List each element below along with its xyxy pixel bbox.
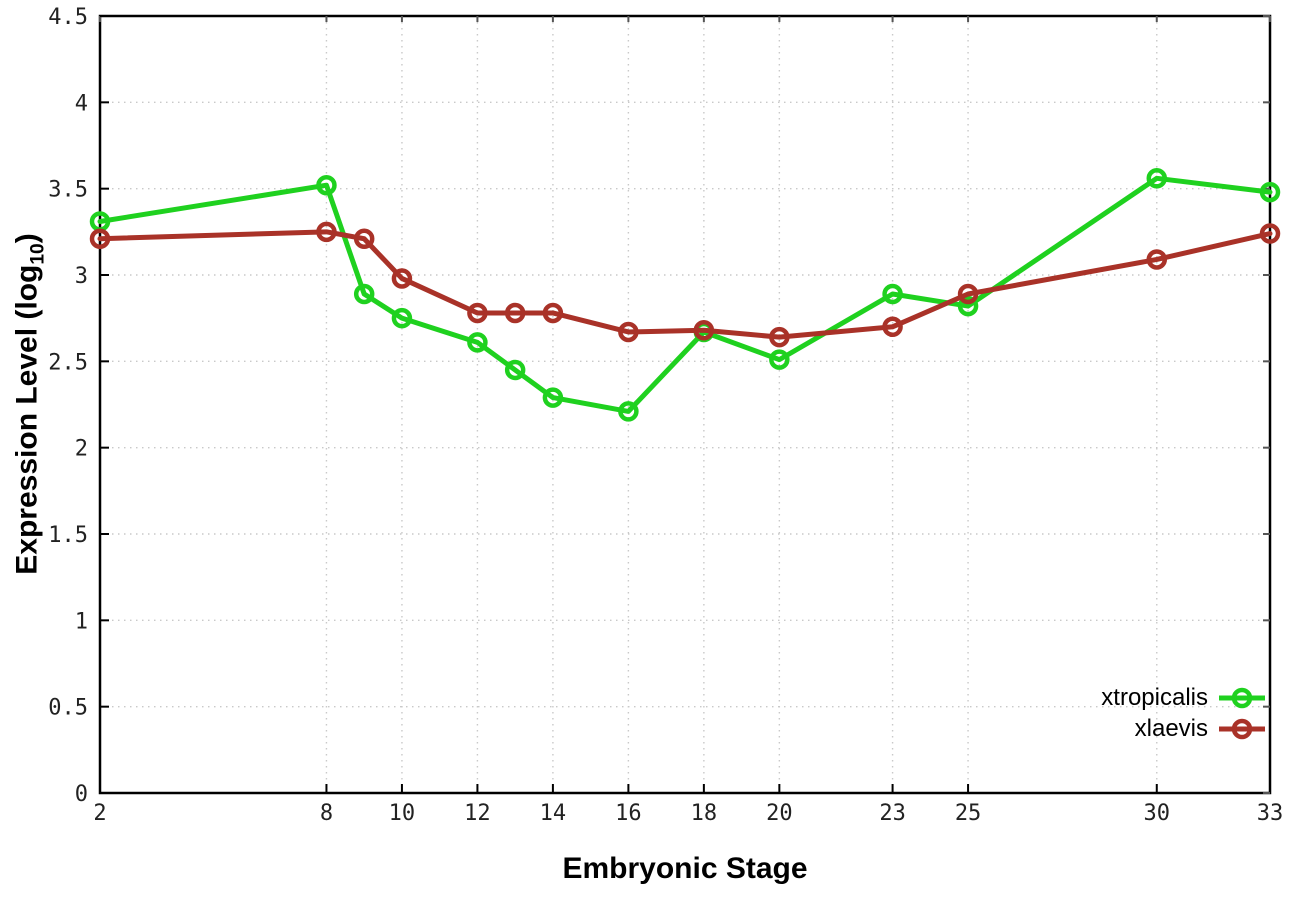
x-tick-label: 2: [93, 801, 106, 826]
x-tick-label: 8: [320, 801, 333, 826]
y-tick-label: 1: [75, 609, 88, 634]
data-point-xlaevis: [504, 302, 526, 324]
x-tick-label: 10: [389, 801, 416, 826]
data-point-xtropicalis: [467, 332, 488, 353]
data-point-xlaevis: [391, 268, 413, 289]
data-point-xlaevis: [89, 228, 111, 249]
data-point-xlaevis: [467, 302, 488, 324]
data-point-xtropicalis: [1259, 181, 1281, 203]
y-tick-label: 0: [75, 782, 88, 807]
x-tick-label: 12: [464, 801, 491, 826]
y-tick-label: 1.5: [48, 523, 88, 548]
data-point-xtropicalis: [542, 387, 564, 408]
y-axis-title-subscript: 10: [27, 243, 49, 265]
y-axis-title-close: ): [10, 233, 44, 244]
y-axis-title-text: Expression Level (log: [10, 264, 44, 575]
data-point-xlaevis: [769, 326, 790, 348]
data-point-xtropicalis: [618, 401, 639, 422]
data-point-xtropicalis: [957, 295, 979, 317]
legend-label-xtropicalis: xtropicalis: [1101, 684, 1208, 711]
data-point-xtropicalis: [391, 307, 413, 329]
data-point-xlaevis: [316, 221, 337, 243]
x-tick-label: 18: [691, 801, 718, 826]
legend: xtropicalis xlaevis: [1101, 685, 1268, 742]
data-point-xlaevis: [693, 320, 715, 341]
y-tick-label: 2.5: [48, 350, 88, 375]
y-tick-label: 3.5: [48, 178, 88, 203]
data-point-xtropicalis: [504, 359, 526, 381]
plot-border: [98, 14, 1272, 795]
data-point-xlaevis: [618, 321, 639, 343]
x-tick-label: 30: [1144, 801, 1171, 826]
legend-label-xlaevis: xlaevis: [1134, 715, 1208, 742]
y-tick-label: 2: [75, 437, 88, 462]
legend-marker-xlaevis-icon: [1219, 718, 1265, 740]
series-line-xtropicalis: [97, 175, 1273, 414]
legend-marker-xtropicalis-icon: [1219, 687, 1265, 709]
data-point-xlaevis: [542, 302, 564, 324]
data-point-xtropicalis: [882, 283, 903, 305]
data-point-xtropicalis: [1146, 168, 1168, 189]
x-tick-label: 25: [955, 801, 982, 826]
data-point-xtropicalis: [353, 283, 375, 305]
x-tick-label: 33: [1257, 801, 1284, 826]
y-axis-title: Expression Level (log10): [11, 233, 50, 574]
legend-item-xtropicalis: xtropicalis: [1101, 685, 1268, 711]
x-tick-label: 20: [766, 801, 793, 826]
data-point-xlaevis: [882, 316, 903, 338]
data-point-xtropicalis: [769, 349, 790, 370]
data-point-xtropicalis: [316, 174, 337, 196]
y-tick-label: 4.5: [48, 5, 88, 30]
x-tick-label: 14: [540, 801, 567, 826]
data-point-xlaevis: [1259, 223, 1281, 244]
data-point-xlaevis: [353, 228, 375, 249]
x-axis-title: Embryonic Stage: [562, 852, 808, 885]
data-point-xlaevis: [1146, 249, 1168, 270]
series-line-xlaevis: [97, 229, 1273, 340]
y-tick-label: 3: [75, 264, 88, 289]
data-point-xlaevis: [957, 283, 979, 305]
y-tick-label: 4: [75, 91, 88, 116]
y-tick-label: 0.5: [48, 696, 88, 721]
x-tick-label: 16: [615, 801, 642, 826]
x-tick-label: 23: [879, 801, 906, 826]
legend-item-xlaevis: xlaevis: [1135, 716, 1268, 742]
